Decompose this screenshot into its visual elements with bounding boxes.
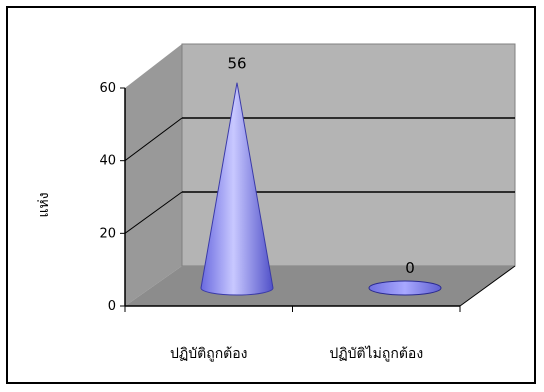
y-tick-label: 60 [99, 81, 116, 96]
y-tick-label: 20 [99, 226, 116, 241]
data-label: 0 [405, 259, 415, 277]
cone-mark: 0 [368, 259, 442, 296]
y-tick-label: 40 [99, 154, 116, 169]
gridline-side [124, 117, 183, 162]
cone-body [200, 82, 274, 296]
floor-front-edge [459, 265, 516, 307]
gridline-side [124, 191, 183, 234]
cone-base-flat [368, 280, 442, 296]
y-ticks: 0 20 40 60 [99, 81, 125, 314]
x-ticks [124, 306, 461, 312]
floor [125, 266, 515, 306]
category-labels: ปฏิบัติถูกต้อง ปฏิบัติไม่ถูกต้อง [170, 345, 423, 362]
cone-mark: 56 [200, 55, 274, 296]
category-label: ปฏิบัติไม่ถูกต้อง [329, 345, 423, 362]
y-axis-label: แห่ง [36, 192, 52, 217]
data-marks: 56 0 [200, 55, 442, 296]
y-tick-label: 0 [108, 299, 116, 314]
data-label: 56 [227, 55, 246, 73]
side-wall [125, 44, 182, 306]
category-label: ปฏิบัติถูกต้อง [170, 346, 248, 362]
